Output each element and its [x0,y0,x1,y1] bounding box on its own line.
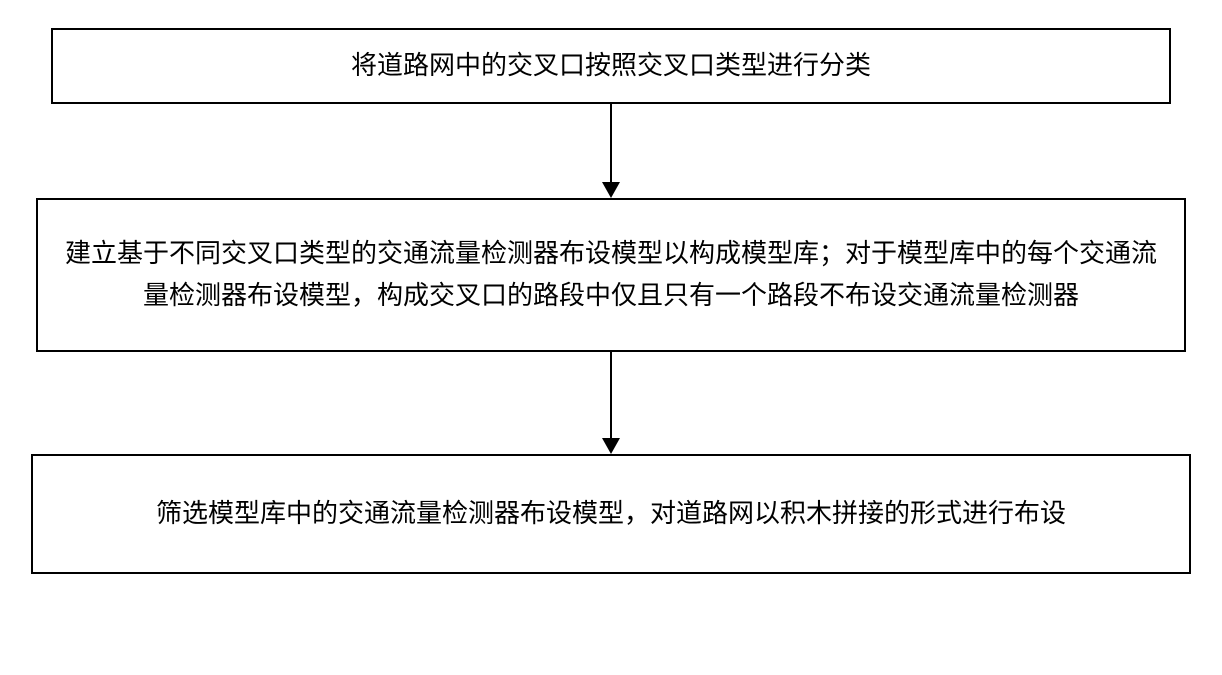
arrow-1 [602,104,620,198]
step1-text: 将道路网中的交叉口按照交叉口类型进行分类 [351,45,871,87]
step2-text: 建立基于不同交叉口类型的交通流量检测器布设模型以构成模型库；对于模型库中的每个交… [58,233,1164,316]
flowchart-step-3: 筛选模型库中的交通流量检测器布设模型，对道路网以积木拼接的形式进行布设 [31,454,1191,574]
arrow-2 [602,352,620,454]
arrow-head-icon [602,182,620,198]
arrow-head-icon [602,438,620,454]
flowchart-step-1: 将道路网中的交叉口按照交叉口类型进行分类 [51,28,1171,104]
flowchart-step-2: 建立基于不同交叉口类型的交通流量检测器布设模型以构成模型库；对于模型库中的每个交… [36,198,1186,352]
step3-text: 筛选模型库中的交通流量检测器布设模型，对道路网以积木拼接的形式进行布设 [156,493,1066,535]
arrow-line-icon [610,352,612,438]
arrow-line-icon [610,104,612,182]
flowchart-container: 将道路网中的交叉口按照交叉口类型进行分类 建立基于不同交叉口类型的交通流量检测器… [0,0,1222,574]
